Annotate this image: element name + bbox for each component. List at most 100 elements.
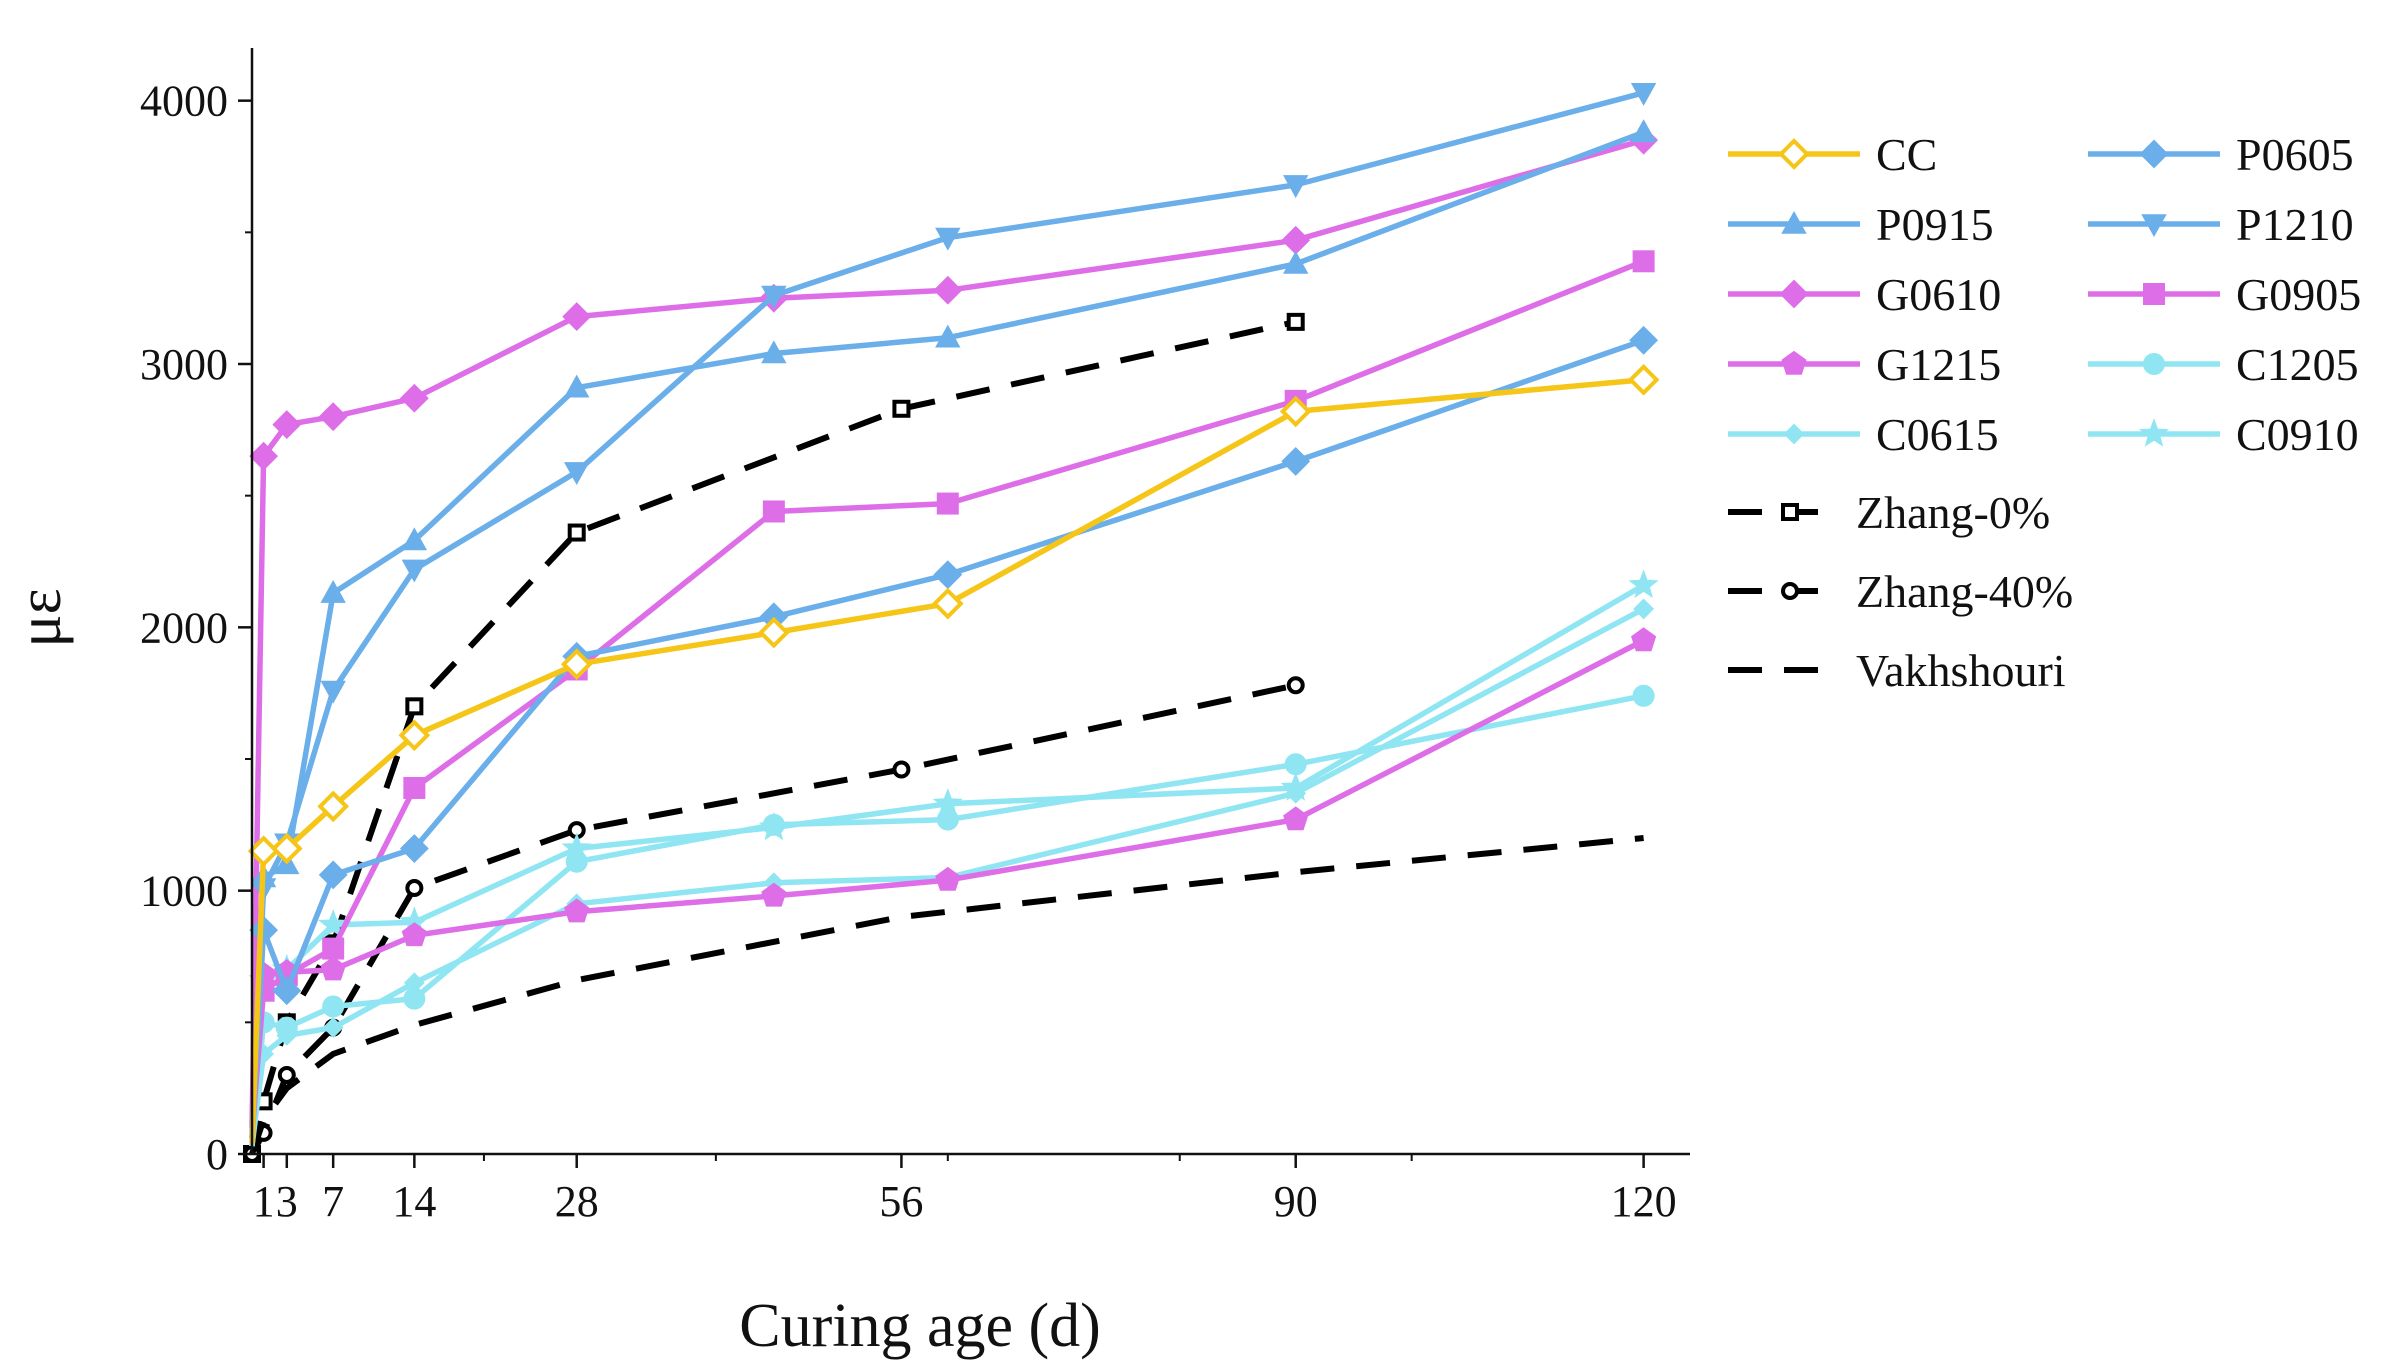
data-point [272, 976, 302, 1006]
series-line-g0610 [249, 137, 1645, 1128]
data-point [1630, 82, 1657, 106]
series-g0610 [249, 125, 1659, 1128]
legend-item-cc: CC [1728, 129, 1937, 180]
legend-item-c0910: C0910 [2088, 409, 2359, 460]
series-line-c0910 [249, 582, 1645, 1147]
data-point [1631, 627, 1657, 652]
data-point [318, 402, 348, 432]
series-line-zhang-40-pct [249, 682, 1297, 1156]
legend-label: CC [1876, 129, 1937, 180]
legend: CC P0605 P0915 P1210 G0610 G0905 G1215 C1205 C06… [1728, 129, 2361, 696]
y-tick-label: 2000 [140, 603, 228, 652]
data-point [317, 790, 350, 823]
y-tick-label: 4000 [140, 77, 228, 126]
data-point [761, 882, 787, 907]
data-point [318, 909, 349, 938]
data-point [932, 787, 963, 817]
legend-marker [2143, 353, 2165, 375]
x-tick-label: 1 [253, 1177, 275, 1226]
data-point [320, 956, 346, 981]
data-point [564, 374, 590, 398]
data-point [401, 922, 427, 947]
data-point [1286, 312, 1305, 331]
legend-item-zhang-40-pct: Zhang-40% [1728, 566, 2073, 617]
data-point [247, 835, 280, 867]
data-point [270, 832, 303, 865]
data-point [1630, 119, 1657, 143]
data-point [1281, 447, 1311, 476]
legend-marker [2143, 283, 2165, 305]
data-point [562, 302, 592, 332]
legend-label: G1215 [1876, 339, 2001, 390]
legend-marker [1779, 279, 1809, 309]
legend-item-p0605: P0605 [2088, 129, 2354, 180]
legend-label: G0610 [1876, 269, 2001, 320]
legend-item-c0615: C0615 [1728, 409, 1999, 460]
data-point [322, 995, 345, 1018]
series-p0915 [249, 119, 1657, 1139]
series-line-zhang-0-pct [249, 318, 1297, 1155]
legend-marker [1783, 423, 1805, 445]
x-tick-label: 28 [555, 1177, 599, 1226]
x-tick-label: 90 [1274, 1177, 1318, 1226]
data-point [403, 776, 426, 799]
x-tick-label: 120 [1611, 1177, 1677, 1226]
legend-label: P0915 [1876, 199, 1994, 250]
data-point [933, 560, 963, 590]
legend-label: Vakhshouri [1856, 645, 2066, 696]
data-point [249, 441, 279, 471]
legend-label: P0605 [2236, 129, 2354, 180]
data-point [399, 834, 429, 863]
data-point [403, 972, 425, 994]
x-tick-label: 7 [322, 1177, 344, 1226]
legend-label: P1210 [2236, 199, 2354, 250]
legend-label: G0905 [2236, 269, 2361, 320]
legend-label: Zhang-40% [1856, 566, 2073, 617]
data-point [758, 811, 789, 841]
data-point [1632, 250, 1655, 273]
data-point [320, 680, 346, 704]
data-point [564, 898, 590, 923]
y-tick-label: 1000 [140, 867, 228, 916]
data-point [561, 832, 592, 862]
series-line-c0615 [249, 606, 1645, 1147]
legend-label: C0910 [2236, 409, 2359, 460]
legend-marker [1781, 350, 1807, 375]
legend-marker [1781, 503, 1799, 521]
data-point [277, 1066, 296, 1084]
legend-marker [1778, 138, 1810, 170]
data-point [401, 527, 428, 551]
series-cc [247, 363, 1660, 1144]
data-point [1633, 598, 1655, 620]
y-tick-label: 3000 [140, 340, 228, 389]
data-point [892, 760, 911, 779]
data-point [935, 227, 961, 251]
legend-item-p1210: P1210 [2088, 199, 2354, 250]
data-point [564, 462, 590, 486]
data-point [758, 616, 790, 649]
y-axis-title: με [6, 588, 74, 647]
legend-item-g0905: G0905 [2088, 269, 2361, 320]
x-axis-title: Curing age (d) [739, 1292, 1101, 1360]
data-point [398, 719, 431, 752]
y-axis: 0 1000 2000 3000 4000 [140, 48, 254, 1179]
series-vakhshouri [249, 835, 1644, 1155]
data-point [1283, 806, 1309, 831]
data-point [1286, 676, 1305, 695]
series-p1210 [249, 82, 1657, 1139]
data-point [567, 523, 586, 542]
legend-label: Zhang-0% [1856, 487, 2050, 538]
data-point [1627, 363, 1660, 396]
data-point [933, 275, 963, 305]
series-line-g0905 [249, 258, 1645, 1134]
legend-label: C0615 [1876, 409, 1999, 460]
x-tick-label: 14 [392, 1177, 436, 1226]
data-point [931, 587, 964, 620]
data-point [272, 410, 302, 439]
series-line-p1210 [249, 90, 1645, 1139]
data-point [401, 559, 428, 583]
legend-item-g0610: G0610 [1728, 269, 2001, 320]
series-line-c1205 [249, 693, 1645, 1147]
series-line-p0605 [249, 337, 1645, 1139]
